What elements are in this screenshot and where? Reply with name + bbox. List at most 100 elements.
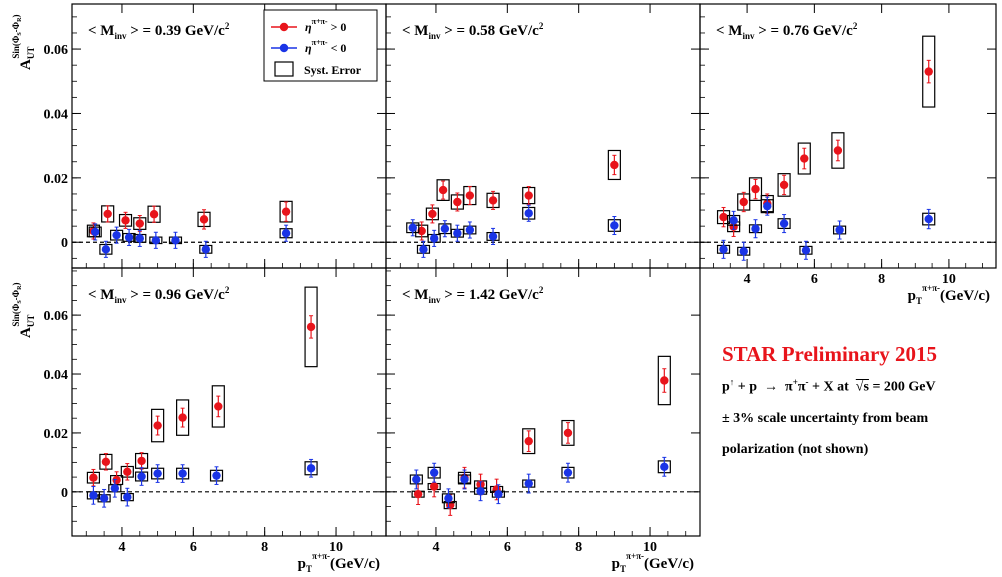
data-point-neg xyxy=(440,224,450,233)
syst-box-pos xyxy=(607,149,621,181)
data-point-neg xyxy=(524,479,533,488)
legend: ηπ+π- > 0 ηπ+π- < 0 Syst. Error xyxy=(263,9,378,82)
x-tick-label: 4 xyxy=(744,272,751,287)
data-point-neg xyxy=(563,468,573,477)
x-tick-label: 6 xyxy=(504,540,511,555)
x-tick-label: 8 xyxy=(878,272,885,287)
polarization-text: polarization (not shown) xyxy=(722,441,869,457)
y-tick-label: 0.02 xyxy=(44,427,69,442)
data-point-neg xyxy=(924,214,933,224)
panel-minv-0.96 xyxy=(72,286,386,508)
data-point-pos xyxy=(429,482,439,491)
data-point-pos xyxy=(779,180,789,190)
panel-title: < Minv > = 1.42 GeV/c2 xyxy=(402,285,544,305)
data-point-neg xyxy=(465,225,475,235)
syst-box-pos xyxy=(436,179,450,201)
x-axis-label: pTπ+π-(GeV/c) xyxy=(298,551,380,574)
data-point-neg xyxy=(90,227,100,237)
data-point-neg xyxy=(494,489,503,499)
data-point-pos xyxy=(121,216,130,225)
panel-title: < Minv > = 0.76 GeV/c2 xyxy=(716,21,858,41)
data-point-neg xyxy=(123,492,132,502)
scale-uncertainty-text: ± 3% scale uncertainty from beam xyxy=(722,410,929,426)
data-point-neg xyxy=(99,494,109,503)
data-point-neg xyxy=(835,225,844,235)
data-point-neg xyxy=(429,468,439,477)
data-point-neg xyxy=(306,464,316,473)
x-tick-label: 10 xyxy=(329,540,343,555)
x-tick-label: 8 xyxy=(261,540,268,555)
legend-syst-box xyxy=(274,61,294,77)
data-point-neg xyxy=(419,245,428,254)
data-point-neg xyxy=(429,234,439,243)
preliminary-title: STAR Preliminary 2015 xyxy=(722,342,938,366)
data-point-pos xyxy=(465,191,475,200)
data-point-pos xyxy=(833,146,843,155)
panel-frame xyxy=(71,267,387,537)
data-point-neg xyxy=(488,232,498,241)
data-point-neg xyxy=(763,201,772,211)
data-point-pos xyxy=(739,197,748,207)
legend-pos-marker xyxy=(279,22,289,32)
y-tick-label: 0 xyxy=(61,236,68,251)
data-point-pos xyxy=(112,475,121,485)
x-tick-label: 4 xyxy=(432,540,439,555)
reaction-text: p↑ + p → π+π- + X at √s = 200 GeV xyxy=(722,377,936,395)
y-tick-label: 0.06 xyxy=(44,43,69,58)
syst-box-pos xyxy=(777,173,791,197)
x-tick-label: 8 xyxy=(575,540,582,555)
data-point-pos xyxy=(89,473,98,482)
data-point-pos xyxy=(103,209,112,219)
data-point-pos xyxy=(135,219,144,228)
data-point-pos xyxy=(660,376,669,385)
x-tick-label: 4 xyxy=(118,540,125,555)
panel-frame xyxy=(385,267,701,537)
x-tick-label: 6 xyxy=(190,540,197,555)
data-point-pos xyxy=(719,212,728,222)
data-point-neg xyxy=(524,209,533,218)
y-tick-label: 0.04 xyxy=(44,107,69,122)
data-point-neg xyxy=(610,221,619,230)
y-axis-label: AUTSin(ΦS-ΦR) xyxy=(11,15,36,71)
panel-frame xyxy=(699,3,997,269)
data-point-neg xyxy=(444,494,453,503)
data-point-pos xyxy=(123,467,132,476)
axes-layer xyxy=(71,3,997,537)
legend-syst-label: Syst. Error xyxy=(304,63,362,77)
data-point-neg xyxy=(137,472,146,481)
panel-frame xyxy=(385,3,701,269)
data-point-neg xyxy=(453,229,462,238)
y-tick-label: 0.02 xyxy=(44,172,69,187)
data-point-neg xyxy=(719,245,728,254)
panel-minv-1.42 xyxy=(386,355,700,516)
data-point-pos xyxy=(178,413,187,422)
data-point-pos xyxy=(800,154,809,163)
data-point-neg xyxy=(476,487,485,496)
data-point-neg xyxy=(408,223,417,232)
info-box: STAR Preliminary 2015 p↑ + p → π+π- + X … xyxy=(722,342,1000,473)
data-point-pos xyxy=(488,196,498,205)
data-point-neg xyxy=(89,491,98,500)
data-point-neg xyxy=(153,469,162,478)
data-point-neg xyxy=(801,246,811,255)
syst-box-pos xyxy=(279,200,293,223)
data-point-pos xyxy=(137,456,146,466)
data-point-neg xyxy=(779,219,789,228)
legend-pos-label: ηπ+π- > 0 xyxy=(305,17,346,34)
syst-box-pos xyxy=(748,177,763,201)
data-point-pos xyxy=(751,184,760,194)
data-point-pos xyxy=(524,191,533,200)
data-point-pos xyxy=(428,209,437,219)
x-axis-label: pTπ+π-(GeV/c) xyxy=(908,283,990,306)
x-tick-label: 6 xyxy=(811,272,818,287)
data-point-pos xyxy=(610,160,619,170)
y-tick-label: 0.06 xyxy=(44,309,69,324)
data-point-pos xyxy=(413,489,423,499)
syst-box-pos xyxy=(151,408,165,443)
data-point-neg xyxy=(201,245,211,254)
legend-neg-label: ηπ+π- < 0 xyxy=(305,38,346,55)
y-tick-label: 0 xyxy=(61,486,68,501)
data-point-pos xyxy=(306,322,316,332)
data-point-neg xyxy=(112,230,121,240)
